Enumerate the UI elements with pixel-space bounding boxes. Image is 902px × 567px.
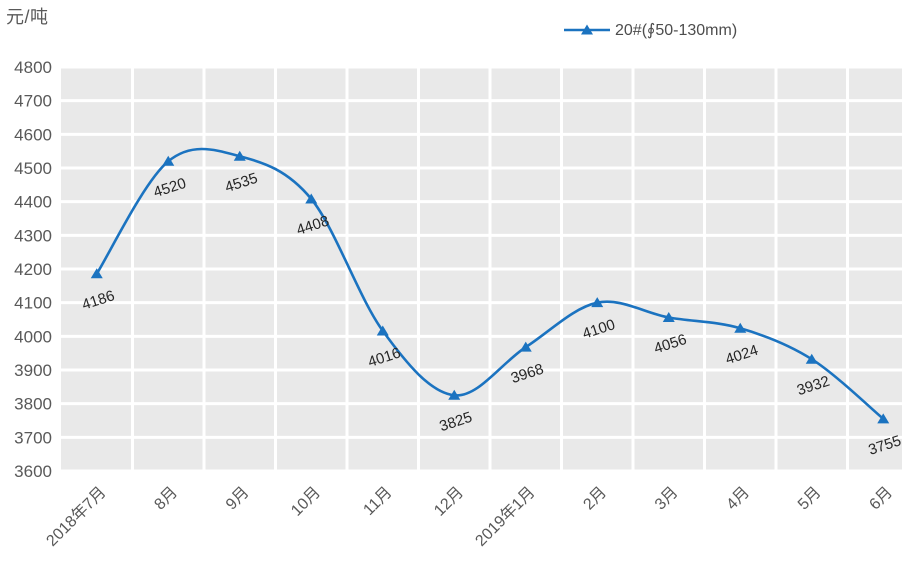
x-axis-tick-label: 6月 xyxy=(866,484,896,514)
horizontal-gridline xyxy=(61,301,902,305)
y-axis-tick-label: 4500 xyxy=(14,159,52,178)
horizontal-gridline xyxy=(61,99,902,103)
y-axis-tick-label: 4100 xyxy=(14,294,52,313)
vertical-gridline xyxy=(846,67,849,471)
x-axis-tick-label: 11月 xyxy=(360,484,395,519)
data-point-marker xyxy=(376,325,389,336)
data-point-marker xyxy=(591,297,604,308)
data-point-marker xyxy=(448,389,461,400)
x-axis-tick-label: 10月 xyxy=(288,484,324,520)
data-point-marker xyxy=(662,311,675,322)
y-axis-tick-label: 4200 xyxy=(14,260,52,279)
y-axis-tick-label: 4800 xyxy=(14,58,52,77)
x-axis-tick-label: 9月 xyxy=(223,484,253,514)
x-axis-tick-label: 3月 xyxy=(652,484,682,514)
data-point-marker xyxy=(162,155,175,166)
horizontal-gridline xyxy=(61,402,902,406)
vertical-gridline xyxy=(560,67,563,471)
horizontal-gridline xyxy=(61,368,902,372)
data-point-marker xyxy=(90,268,103,279)
horizontal-gridline xyxy=(61,334,902,338)
legend-line-marker-icon xyxy=(564,24,610,35)
data-point-marker xyxy=(305,193,318,204)
data-point-marker xyxy=(805,353,818,364)
x-axis-tick-label: 2018年7月 xyxy=(43,483,110,550)
data-point-marker xyxy=(233,150,246,161)
x-axis-tick-label: 2019年1月 xyxy=(472,483,539,550)
legend-label: 20#(∮50-130mm) xyxy=(615,22,738,39)
vertical-gridline xyxy=(703,67,706,471)
data-point-marker xyxy=(877,413,890,424)
y-axis-unit-label: 元/吨 xyxy=(6,7,49,27)
vertical-gridline xyxy=(417,67,420,471)
horizontal-gridline xyxy=(61,435,902,439)
y-axis-tick-label: 4300 xyxy=(14,226,52,245)
data-point-marker xyxy=(734,322,747,333)
horizontal-gridline xyxy=(61,200,902,204)
y-axis-tick-label: 4600 xyxy=(14,125,52,144)
y-axis-tick-label: 4400 xyxy=(14,193,52,212)
horizontal-gridline xyxy=(61,469,902,473)
data-point-marker xyxy=(519,341,532,352)
x-axis-tick-label: 4月 xyxy=(723,484,753,514)
y-axis-tick-label: 3700 xyxy=(14,428,52,447)
vertical-gridline xyxy=(488,67,492,471)
horizontal-gridline xyxy=(61,233,902,237)
horizontal-gridline xyxy=(61,166,902,170)
x-axis-tick-label: 12月 xyxy=(431,484,467,520)
y-axis-tick-label: 4700 xyxy=(14,92,52,111)
vertical-gridline xyxy=(774,67,778,471)
x-axis-tick-label: 8月 xyxy=(151,484,181,514)
horizontal-gridline xyxy=(61,132,902,136)
x-axis-tick-label: 5月 xyxy=(795,484,825,514)
y-axis-tick-label: 3600 xyxy=(14,462,52,481)
vertical-gridline xyxy=(131,67,134,471)
vertical-gridline xyxy=(345,67,349,471)
vertical-gridline xyxy=(631,67,635,471)
legend-item[interactable]: 20#(∮50-130mm) xyxy=(564,20,737,40)
x-axis-tick-label: 2月 xyxy=(580,484,610,514)
horizontal-gridline xyxy=(61,65,902,69)
horizontal-gridline xyxy=(61,267,902,271)
y-axis-tick-label: 3800 xyxy=(14,395,52,414)
vertical-gridline xyxy=(202,67,206,471)
y-axis-tick-label: 4000 xyxy=(14,327,52,346)
vertical-gridline xyxy=(274,67,277,471)
y-axis-tick-label: 3900 xyxy=(14,361,52,380)
